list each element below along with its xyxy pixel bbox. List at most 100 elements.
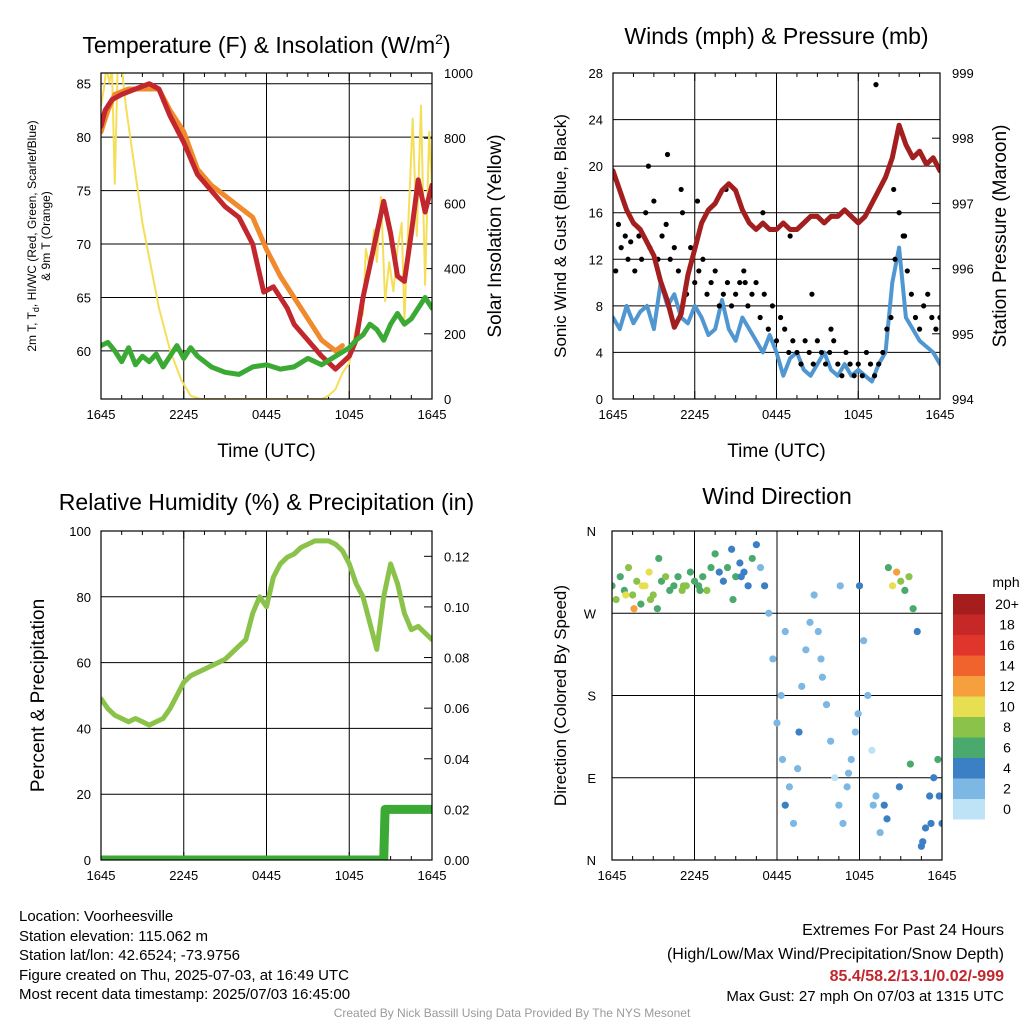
wind-gust-point xyxy=(863,349,870,356)
dir-point xyxy=(930,774,938,782)
wind-panel: Winds (mph) & Pressure (mb) 1645 2245 0445 1… xyxy=(551,23,1011,462)
wind-gust-point xyxy=(724,279,731,286)
dir-point xyxy=(869,801,877,809)
dir-point xyxy=(876,828,884,837)
station-elevation: Station elevation: 115.062 m xyxy=(19,927,209,945)
wind-gust-point xyxy=(696,268,702,274)
temp-y2label: Solar Insolation (Yellow) xyxy=(485,134,506,337)
dir-point xyxy=(737,573,745,581)
dir-point xyxy=(835,801,843,809)
temp-xlabel: Time (UTC) xyxy=(217,441,316,462)
dir-point xyxy=(864,691,872,700)
dir-point xyxy=(773,719,781,727)
station-latlon: Station lat/lon: 42.6524; -73.9756 xyxy=(19,947,241,964)
dir-point xyxy=(818,673,826,681)
wind-gust-point xyxy=(645,163,652,169)
wind-gust-point xyxy=(737,279,743,286)
temp-dewpoint-line xyxy=(101,295,432,377)
recent-timestamp: Most recent data timestamp: 2025/07/03 1… xyxy=(19,986,351,1003)
wind-ytick-label: 24 xyxy=(589,113,603,128)
temp-plot-area xyxy=(101,73,432,399)
dir-point xyxy=(756,563,765,572)
dir-point xyxy=(624,563,633,572)
wind-y2tick-label: 999 xyxy=(952,66,974,81)
dir-title: Wind Direction xyxy=(702,483,852,509)
wind-gust-point xyxy=(806,349,812,356)
station-location: Location: Voorheesville xyxy=(19,908,174,925)
rh-ylabel: Percent & Precipitation xyxy=(28,599,49,792)
dir-ytick-label: N xyxy=(587,853,596,868)
wind-xtick-label: 0445 xyxy=(762,407,791,422)
wind-gust-point xyxy=(790,338,796,344)
dir-point xyxy=(748,554,756,563)
wind-gust-point xyxy=(873,82,879,88)
rh-y2tick-label: 0.06 xyxy=(444,701,469,716)
temp-ytick-label: 60 xyxy=(77,344,91,359)
wind-gust-point xyxy=(802,338,808,344)
dir-point xyxy=(847,755,855,764)
dir-point xyxy=(934,755,942,764)
dir-point xyxy=(851,728,859,736)
colorbar-label: 10 xyxy=(999,699,1015,715)
colorbar-label: 20+ xyxy=(995,596,1019,612)
temp-xtick-label: 2245 xyxy=(169,407,198,422)
dir-point xyxy=(913,627,921,636)
wind-gust-point xyxy=(636,233,642,239)
wind-ylabel: Sonic Wind & Gust (Blue, Black) xyxy=(551,114,570,358)
temp-ytick-label: 85 xyxy=(77,77,91,92)
dir-point xyxy=(926,792,934,800)
dir-point xyxy=(679,582,688,590)
wind-xtick-label: 1645 xyxy=(599,407,628,422)
temp-ytick-label: 80 xyxy=(77,130,91,145)
wind-gust-point xyxy=(814,338,820,344)
temp-y2tick-label: 400 xyxy=(444,262,466,277)
rh-ytick-label: 100 xyxy=(69,524,91,539)
dir-point xyxy=(696,586,704,595)
dir-point xyxy=(888,582,897,590)
dir-point xyxy=(728,545,736,553)
wind-gust-point xyxy=(896,210,902,216)
dir-point xyxy=(868,746,876,754)
dir-ytick-label: N xyxy=(587,524,596,539)
dir-point xyxy=(897,577,905,585)
temp-2m-line xyxy=(101,81,432,372)
dir-point xyxy=(817,655,825,663)
dir-point xyxy=(844,769,853,777)
dir-point xyxy=(802,646,810,654)
wind-gust-point xyxy=(901,233,908,239)
dir-point xyxy=(843,783,851,791)
dir-point xyxy=(822,701,831,709)
dir-point xyxy=(880,801,888,809)
temp-xtick-label: 1645 xyxy=(418,407,447,422)
rh-ytick-label: 20 xyxy=(77,787,91,802)
dir-point xyxy=(909,605,917,613)
colorbar-swatch xyxy=(953,758,985,779)
wind-gust-point xyxy=(818,349,825,356)
rh-xtick-label: 2245 xyxy=(169,868,198,883)
wind-y2tick-label: 998 xyxy=(952,131,974,146)
colorbar-label: 8 xyxy=(1003,719,1011,735)
dir-point xyxy=(732,573,740,581)
dir-point xyxy=(674,573,682,581)
wind-xlabel: Time (UTC) xyxy=(727,441,826,462)
figure-created: Figure created on Thu, 2025-07-03, at 16… xyxy=(19,966,349,984)
colorbar-label: 4 xyxy=(1003,760,1011,776)
wind-gust-point xyxy=(782,326,788,332)
dir-point xyxy=(707,563,715,572)
dir-point xyxy=(839,819,847,828)
wind-gust-point xyxy=(675,268,682,274)
extremes-values: 85.4/58.2/13.1/0.02/-999 xyxy=(829,968,1004,985)
dir-point xyxy=(854,710,862,718)
wind-gust-point xyxy=(628,239,634,245)
dir-point xyxy=(752,541,760,549)
dir-point xyxy=(806,618,814,626)
wind-gust-point xyxy=(891,186,897,193)
dir-ytick-label: E xyxy=(587,771,596,786)
wind-gust-point xyxy=(835,361,841,367)
wind-frame xyxy=(612,72,941,400)
wind-gust-point xyxy=(700,256,706,262)
temp-ylabel: 2m T, Td, HI/WC (Red, Green, Scarlet/Blu… xyxy=(25,120,41,351)
max-gust: Max Gust: 27 mph On 07/03 at 1315 UTC xyxy=(726,987,1004,1005)
wind-gust-point xyxy=(769,303,776,309)
rh-xtick-label: 1645 xyxy=(87,868,116,883)
